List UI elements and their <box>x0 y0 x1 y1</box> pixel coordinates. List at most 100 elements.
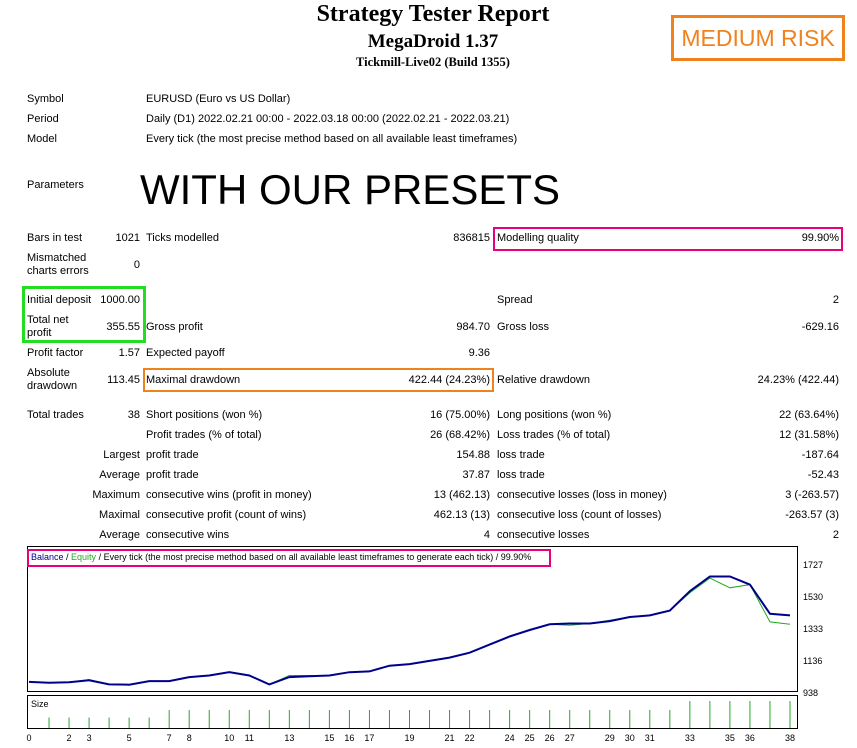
maximal-loss-value: -263.57 (3) <box>785 509 839 521</box>
x-tick-label: 29 <box>605 733 615 743</box>
absdd-label-1: Absolute <box>27 367 70 379</box>
x-tick-label: 17 <box>364 733 374 743</box>
report-title: Strategy Tester Report <box>316 1 550 27</box>
deposit-profit-highlight <box>22 286 146 343</box>
x-tick-label: 13 <box>284 733 294 743</box>
x-tick-label: 26 <box>545 733 555 743</box>
pf-label: Profit factor <box>27 347 84 359</box>
x-tick-label: 2 <box>67 733 72 743</box>
deposit-label: Initial deposit <box>27 294 92 306</box>
short-value: 16 (75.00%) <box>430 409 490 421</box>
x-tick-label: 38 <box>785 733 795 743</box>
largest-label: Largest <box>103 449 140 461</box>
x-tick-label: 10 <box>224 733 234 743</box>
expert-name: MegaDroid 1.37 <box>367 31 499 52</box>
y-tick-label: 1333 <box>803 624 823 634</box>
quality-value: 99.90% <box>801 232 839 244</box>
max-wins-value: 13 (462.13) <box>433 489 490 501</box>
x-tick-labels: 0 2 3 5 7 8 10 11 13 15 16 17 19 21 22 24 25 26 27 29 30 31 33… <box>26 733 795 743</box>
legend-equity: Equity <box>71 552 97 562</box>
grossprofit-value: 984.70 <box>456 321 490 333</box>
x-tick-label: 16 <box>344 733 354 743</box>
symbol-label: Symbol <box>27 93 64 105</box>
x-tick-label: 31 <box>645 733 655 743</box>
grossprofit-label: Gross profit <box>146 321 203 333</box>
pf-value: 1.57 <box>118 347 140 359</box>
netprofit-label-2: profit <box>27 327 52 339</box>
size-chart <box>27 695 798 729</box>
legend-quality: 99.90% <box>500 552 532 562</box>
maximal-label: Maximal <box>99 509 140 521</box>
average-profit-label: profit trade <box>146 469 199 481</box>
maximum-label: Maximum <box>92 489 140 501</box>
maximal-profit-value: 462.13 (13) <box>433 509 490 521</box>
reldd-label: Relative drawdown <box>497 374 590 386</box>
x-tick-label: 21 <box>445 733 455 743</box>
reldd-value: 24.23% (422.44) <box>757 374 839 386</box>
losstrades-label: Loss trades (% of total) <box>497 429 611 441</box>
x-tick-label: 30 <box>625 733 635 743</box>
maximal-drawdown-highlight <box>143 368 494 392</box>
symbol-value: EURUSD (Euro vs US Dollar) <box>146 93 291 105</box>
x-tick-label: 5 <box>127 733 132 743</box>
period-value: Daily (D1) 2022.02.21 00:00 - 2022.03.18… <box>146 113 510 125</box>
x-tick-label: 8 <box>187 733 192 743</box>
period-label: Period <box>27 113 59 125</box>
losstrades-value: 12 (31.58%) <box>779 429 839 441</box>
y-tick-labels: 1727 1530 1333 1136 938 <box>803 560 823 698</box>
payoff-label: Expected payoff <box>146 347 225 359</box>
risk-badge: MEDIUM RISK <box>671 15 845 61</box>
y-tick-label: 1530 <box>803 592 823 602</box>
maxdd-value: 422.44 (24.23%) <box>408 374 490 386</box>
bars-label: Bars in test <box>27 232 83 244</box>
max-losses-label: consecutive losses (loss in money) <box>497 489 667 501</box>
grossloss-value: -629.16 <box>801 321 839 333</box>
x-tick-label: 24 <box>505 733 515 743</box>
max-losses-value: 3 (-263.57) <box>785 489 839 501</box>
ticks-label: Ticks modelled <box>146 232 219 244</box>
x-tick-label: 3 <box>87 733 92 743</box>
profittrades-value: 26 (68.42%) <box>430 429 490 441</box>
y-tick-label: 1136 <box>803 656 822 666</box>
presets-overlay: WITH OUR PRESETS <box>140 166 561 213</box>
y-tick-label: 1727 <box>803 560 823 570</box>
x-tick-label: 0 <box>26 733 31 743</box>
y-tick-label: 938 <box>803 688 818 698</box>
netprofit-label-1: Total net <box>27 314 69 326</box>
x-tick-label: 7 <box>167 733 172 743</box>
netprofit-value: 355.55 <box>106 321 140 333</box>
legend-balance: Balance <box>31 552 64 562</box>
absdd-label-2: drawdown <box>27 380 78 392</box>
avg-losses-value: 2 <box>832 529 839 541</box>
x-tick-label: 11 <box>245 733 254 743</box>
avg-wins-value: 4 <box>483 529 490 541</box>
ticks-value: 836815 <box>453 232 490 244</box>
spread-label: Spread <box>497 294 533 306</box>
x-tick-label: 19 <box>404 733 414 743</box>
x-tick-label: 33 <box>685 733 695 743</box>
x-tick-label: 35 <box>725 733 735 743</box>
maximal-loss-label: consecutive loss (count of losses) <box>497 509 662 521</box>
max-wins-label: consecutive wins (profit in money) <box>146 489 312 501</box>
largest-profit-label: profit trade <box>146 449 199 461</box>
avg-wins-label: consecutive wins <box>146 529 230 541</box>
trades-label: Total trades <box>27 409 84 421</box>
avg-cons-label: Average <box>99 529 140 541</box>
quality-label: Modelling quality <box>497 232 579 244</box>
server-name: Tickmill-Live02 (Build 1355) <box>356 55 510 69</box>
long-value: 22 (63.64%) <box>779 409 839 421</box>
legend-highlight <box>27 549 551 567</box>
maximal-profit-label: consecutive profit (count of wins) <box>146 509 307 521</box>
grossloss-label: Gross loss <box>497 321 549 333</box>
mismatch-label-1: Mismatched <box>27 252 87 264</box>
balance-chart <box>27 546 798 692</box>
deposit-value: 1000.00 <box>100 294 140 306</box>
profittrades-label: Profit trades (% of total) <box>146 429 262 441</box>
model-label: Model <box>27 133 57 145</box>
largest-loss-label: loss trade <box>497 449 545 461</box>
model-value: Every tick (the most precise method base… <box>146 133 518 145</box>
short-label: Short positions (won %) <box>146 409 263 421</box>
largest-loss-value: -187.64 <box>801 449 839 461</box>
maxdd-label: Maximal drawdown <box>146 374 241 386</box>
mismatch-value: 0 <box>133 259 140 271</box>
